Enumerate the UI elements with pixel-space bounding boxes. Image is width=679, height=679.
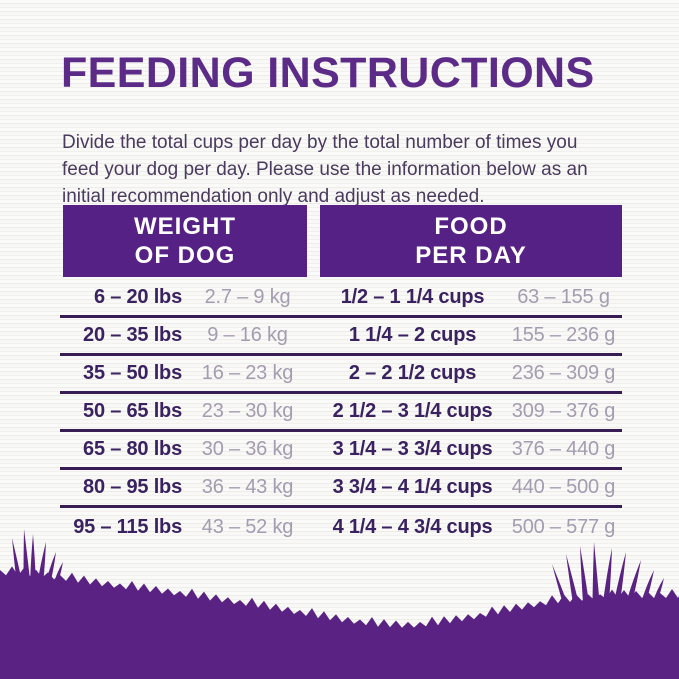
table-row: 35 – 50 lbs 16 – 23 kg 2 – 2 1/2 cups 23… bbox=[60, 356, 622, 394]
table-row: 95 – 115 lbs 43 – 52 kg 4 1/4 – 4 3/4 cu… bbox=[60, 508, 622, 546]
food-cups: 2 1/2 – 3 1/4 cups bbox=[332, 400, 493, 422]
food-grams: 155 – 236 g bbox=[511, 324, 616, 346]
table-header-row: WEIGHT OF DOG FOOD PER DAY bbox=[60, 205, 622, 277]
page-title: FEEDING INSTRUCTIONS bbox=[61, 49, 595, 97]
grass-blade bbox=[52, 562, 63, 588]
weight-lbs: 6 – 20 lbs bbox=[93, 286, 182, 308]
grass-blade bbox=[652, 578, 664, 604]
table-row: 50 – 65 lbs 23 – 30 kg 2 1/2 – 3 1/4 cup… bbox=[60, 394, 622, 432]
food-cups: 3 1/4 – 3 3/4 cups bbox=[332, 438, 493, 460]
food-cups: 2 – 2 1/2 cups bbox=[348, 362, 477, 384]
food-grams: 236 – 309 g bbox=[511, 362, 616, 384]
grass-blade bbox=[12, 538, 23, 586]
grass-blade bbox=[37, 542, 46, 585]
grass-silhouette-graphic bbox=[0, 529, 679, 679]
header-line: WEIGHT bbox=[134, 213, 236, 240]
weight-kg: 16 – 23 kg bbox=[201, 362, 294, 384]
grass-blade bbox=[626, 560, 641, 603]
weight-lbs: 35 – 50 lbs bbox=[83, 362, 182, 384]
table-body: 6 – 20 lbs 2.7 – 9 kg 1/2 – 1 1/4 cups 6… bbox=[60, 280, 622, 546]
grass-blade bbox=[566, 554, 579, 604]
food-per-day-header: FOOD PER DAY bbox=[320, 205, 622, 277]
header-gap bbox=[307, 205, 320, 277]
food-cups: 4 1/4 – 4 3/4 cups bbox=[332, 515, 493, 538]
weight-lbs: 95 – 115 lbs bbox=[73, 515, 182, 538]
weight-kg: 23 – 30 kg bbox=[201, 400, 294, 422]
grass-blade bbox=[30, 534, 36, 584]
food-grams: 376 – 440 g bbox=[511, 438, 616, 460]
grass-blade bbox=[580, 546, 589, 603]
food-grams: 440 – 500 g bbox=[511, 476, 616, 498]
table-row: 65 – 80 lbs 30 – 36 kg 3 1/4 – 3 3/4 cup… bbox=[60, 432, 622, 470]
grass-blade bbox=[552, 564, 569, 606]
weight-lbs: 20 – 35 lbs bbox=[83, 324, 182, 346]
food-cups: 3 3/4 – 4 1/4 cups bbox=[332, 476, 493, 498]
table-row: 20 – 35 lbs 9 – 16 kg 1 1/4 – 2 cups 155… bbox=[60, 318, 622, 356]
weight-lbs: 50 – 65 lbs bbox=[83, 400, 182, 422]
grass-blade bbox=[592, 542, 600, 602]
grass-hill-shape bbox=[0, 566, 679, 679]
table-row: 80 – 95 lbs 36 – 43 kg 3 3/4 – 4 1/4 cup… bbox=[60, 470, 622, 508]
food-grams: 63 – 155 g bbox=[517, 286, 610, 308]
weight-kg: 36 – 43 kg bbox=[201, 476, 294, 498]
weight-kg: 30 – 36 kg bbox=[201, 438, 294, 460]
grass-blade bbox=[614, 552, 626, 602]
header-line: FOOD bbox=[434, 213, 508, 240]
intro-paragraph: Divide the total cups per day by the tot… bbox=[62, 129, 588, 210]
weight-kg: 9 – 16 kg bbox=[207, 324, 288, 346]
weight-kg: 43 – 52 kg bbox=[201, 515, 294, 538]
weight-lbs: 65 – 80 lbs bbox=[83, 438, 182, 460]
grass-blades bbox=[12, 529, 664, 606]
intro-line: initial recommendation only and adjust a… bbox=[62, 186, 485, 207]
feeding-table: WEIGHT OF DOG FOOD PER DAY 6 – 20 lbs 2.… bbox=[60, 205, 622, 546]
intro-line: feed your dog per day. Please use the in… bbox=[62, 159, 588, 180]
food-grams: 309 – 376 g bbox=[511, 400, 616, 422]
table-row: 6 – 20 lbs 2.7 – 9 kg 1/2 – 1 1/4 cups 6… bbox=[60, 280, 622, 318]
grass-blade bbox=[640, 570, 654, 604]
header-line: PER DAY bbox=[415, 242, 527, 269]
grass-blade bbox=[603, 548, 612, 602]
food-cups: 1 1/4 – 2 cups bbox=[348, 324, 477, 346]
food-cups: 1/2 – 1 1/4 cups bbox=[340, 286, 485, 308]
intro-line: Divide the total cups per day by the tot… bbox=[62, 132, 578, 153]
grass-blade bbox=[44, 552, 56, 587]
header-line: OF DOG bbox=[134, 242, 236, 269]
food-grams: 500 – 577 g bbox=[511, 515, 616, 538]
weight-of-dog-header: WEIGHT OF DOG bbox=[63, 205, 307, 277]
weight-kg: 2.7 – 9 kg bbox=[204, 286, 291, 308]
weight-lbs: 80 – 95 lbs bbox=[83, 476, 182, 498]
grass-blade bbox=[23, 529, 31, 584]
